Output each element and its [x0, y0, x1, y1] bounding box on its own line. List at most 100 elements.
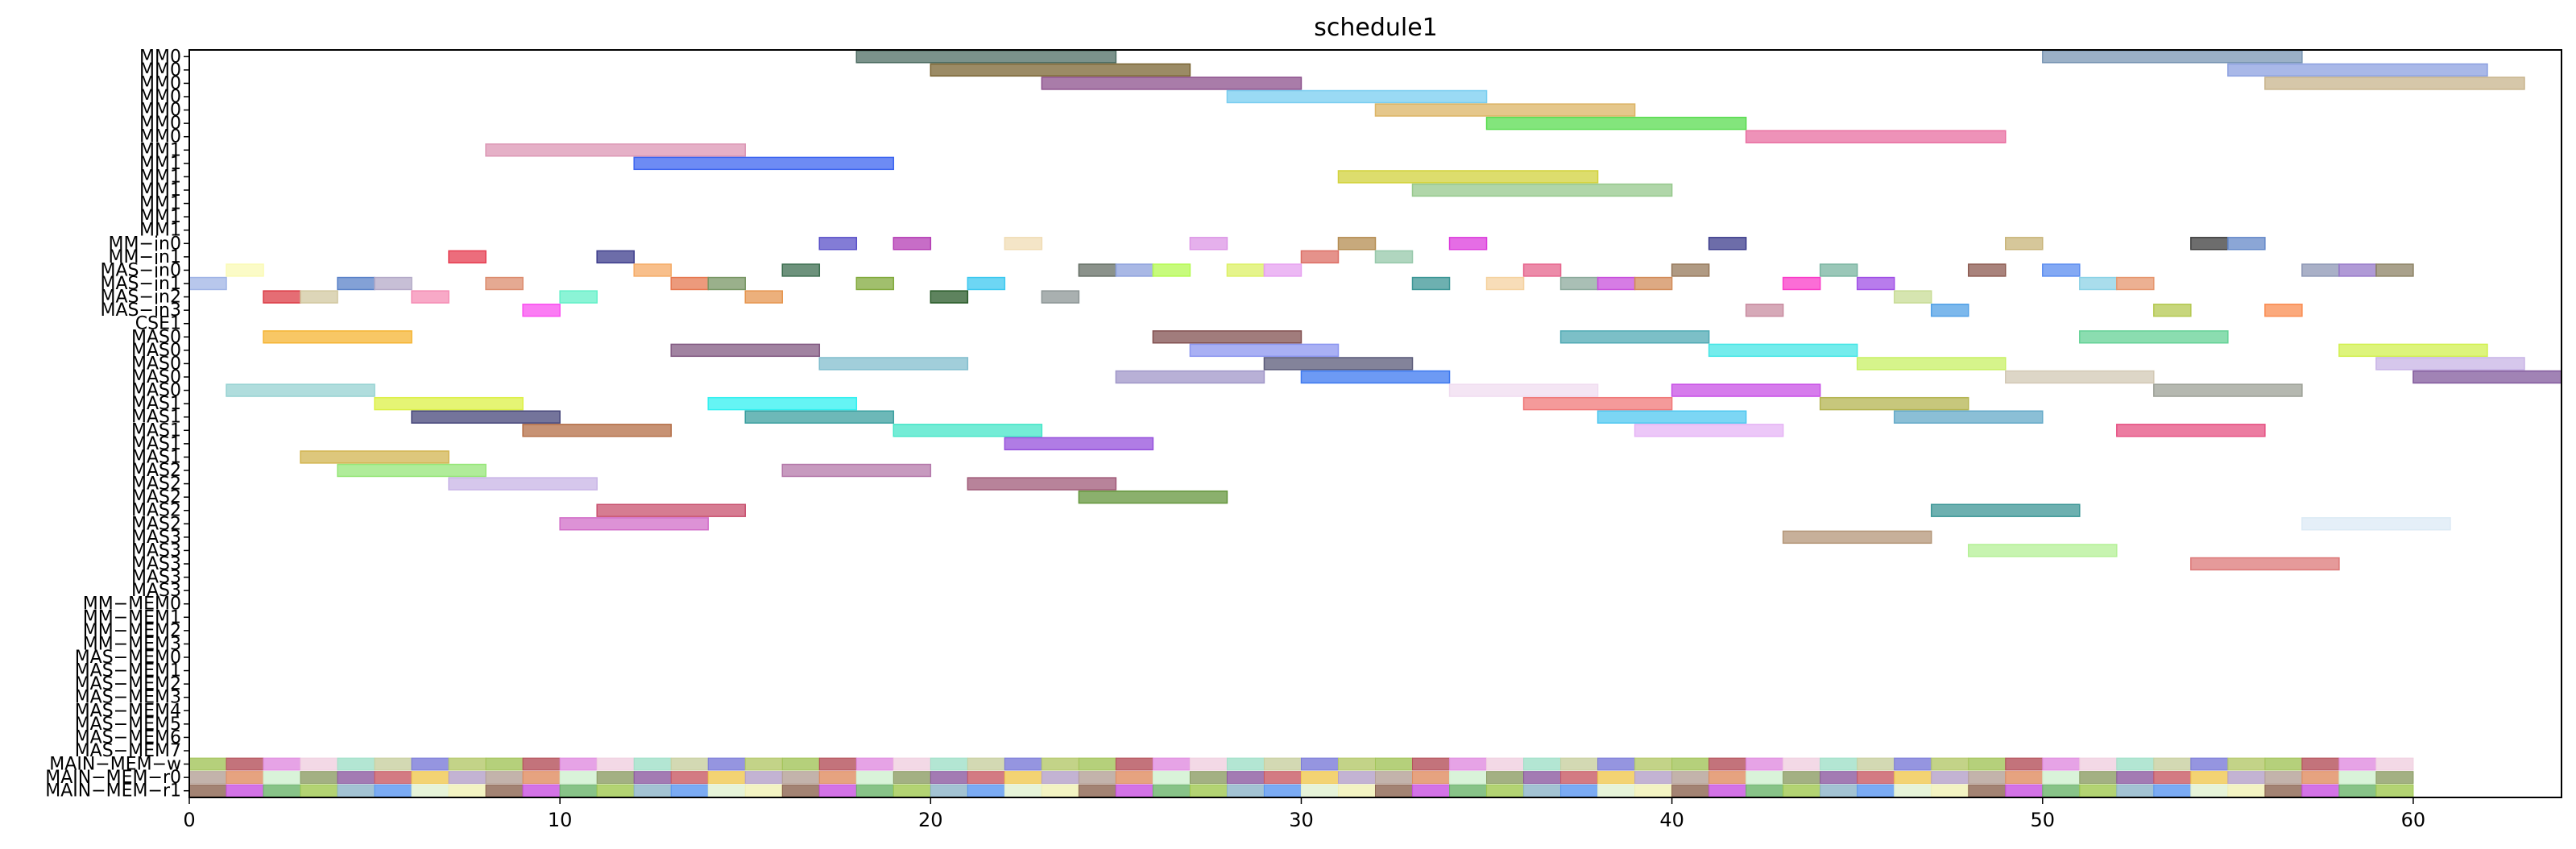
task-bar — [818, 357, 969, 371]
lane-label: MAS1 — [131, 394, 181, 414]
memory-block — [2153, 784, 2192, 797]
memory-block — [2042, 757, 2081, 771]
task-bar — [2412, 370, 2562, 384]
task-bar — [967, 477, 1117, 491]
memory-block — [1226, 757, 1265, 771]
task-bar — [263, 290, 301, 304]
task-bar — [411, 290, 449, 304]
lane-label: MAS1 — [131, 408, 181, 428]
lane-label: MAS0 — [131, 327, 181, 347]
x-tick-label: 60 — [2401, 809, 2426, 831]
memory-block — [670, 771, 709, 785]
memory-block — [892, 771, 931, 785]
task-bar — [2190, 557, 2340, 571]
memory-block — [633, 771, 672, 785]
task-bar — [263, 330, 412, 344]
task-bar — [2005, 370, 2155, 384]
memory-block — [263, 771, 301, 785]
memory-block — [744, 784, 783, 797]
lane-label: MM−in1 — [109, 247, 181, 267]
memory-block — [1634, 757, 1673, 771]
task-bar — [2042, 50, 2303, 64]
memory-block — [818, 784, 857, 797]
memory-block — [707, 757, 746, 771]
task-bar — [1004, 237, 1043, 251]
task-bar — [1152, 263, 1191, 277]
lane-label: MAIN−MEM−w — [49, 755, 181, 775]
task-bar — [855, 50, 1117, 64]
memory-block — [226, 771, 264, 785]
memory-block — [1300, 771, 1339, 785]
task-bar — [337, 463, 487, 478]
task-bar — [2116, 424, 2266, 437]
lane-label: MAS2 — [131, 461, 181, 481]
task-bar — [1522, 396, 1673, 411]
memory-block — [2005, 757, 2044, 771]
task-bar — [596, 250, 635, 264]
memory-block — [2338, 771, 2377, 785]
memory-block — [337, 771, 375, 785]
memory-block — [1597, 771, 1636, 785]
memory-block — [1449, 784, 1488, 797]
memory-block — [337, 757, 375, 771]
memory-block — [2042, 771, 2081, 785]
lane-label: MAS3 — [131, 528, 181, 548]
memory-block — [411, 784, 449, 797]
memory-block — [1671, 771, 1710, 785]
x-tick-label: 30 — [1289, 809, 1314, 831]
task-bar — [1448, 237, 1488, 251]
memory-block — [1152, 757, 1191, 771]
memory-block — [411, 771, 449, 785]
memory-block — [485, 784, 524, 797]
memory-block — [1078, 784, 1116, 797]
task-bar — [2079, 330, 2229, 344]
task-bar — [892, 237, 932, 251]
lane-label: MAS−in0 — [101, 260, 181, 280]
task-bar — [188, 276, 227, 291]
task-bar — [485, 276, 524, 291]
memory-block — [855, 757, 894, 771]
memory-block — [596, 771, 635, 785]
task-bar — [1930, 503, 2081, 517]
task-bar — [2153, 303, 2192, 317]
task-bar — [1782, 276, 1821, 291]
memory-block — [1671, 757, 1710, 771]
task-bar — [1226, 263, 1265, 277]
memory-block — [967, 757, 1005, 771]
memory-block — [633, 784, 672, 797]
task-bar — [2264, 303, 2303, 317]
lane-label: MAS0 — [131, 354, 181, 374]
lane-label: MAS3 — [131, 554, 181, 574]
lane-label: MM1 — [139, 194, 181, 214]
lane-label: MM−MEM2 — [83, 621, 181, 641]
lane-label: MAS−in1 — [101, 274, 181, 294]
memory-block — [448, 784, 487, 797]
lane-label: MAS−MEM6 — [75, 727, 181, 748]
lane-label: MAS3 — [131, 581, 181, 601]
memory-block — [2338, 784, 2377, 797]
memory-block — [1523, 757, 1562, 771]
memory-block — [1189, 771, 1228, 785]
memory-block — [2116, 771, 2155, 785]
memory-block — [1226, 771, 1265, 785]
memory-block — [1968, 757, 2007, 771]
memory-block — [300, 784, 338, 797]
task-bar — [1041, 77, 1302, 90]
lane-label: MAS1 — [131, 420, 181, 441]
memory-block — [485, 757, 524, 771]
memory-block — [2042, 784, 2081, 797]
task-bar — [2227, 63, 2488, 77]
memory-block — [930, 757, 968, 771]
task-bar — [1189, 343, 1340, 358]
task-bar — [1152, 330, 1302, 344]
memory-block — [1115, 757, 1153, 771]
memory-block — [1894, 784, 1932, 797]
memory-block — [781, 771, 820, 785]
task-bar — [1597, 410, 1747, 424]
memory-block — [2005, 771, 2044, 785]
memory-block — [707, 784, 746, 797]
memory-block — [522, 771, 561, 785]
memory-block — [1337, 757, 1376, 771]
memory-block — [1004, 771, 1042, 785]
task-bar — [2005, 237, 2044, 251]
